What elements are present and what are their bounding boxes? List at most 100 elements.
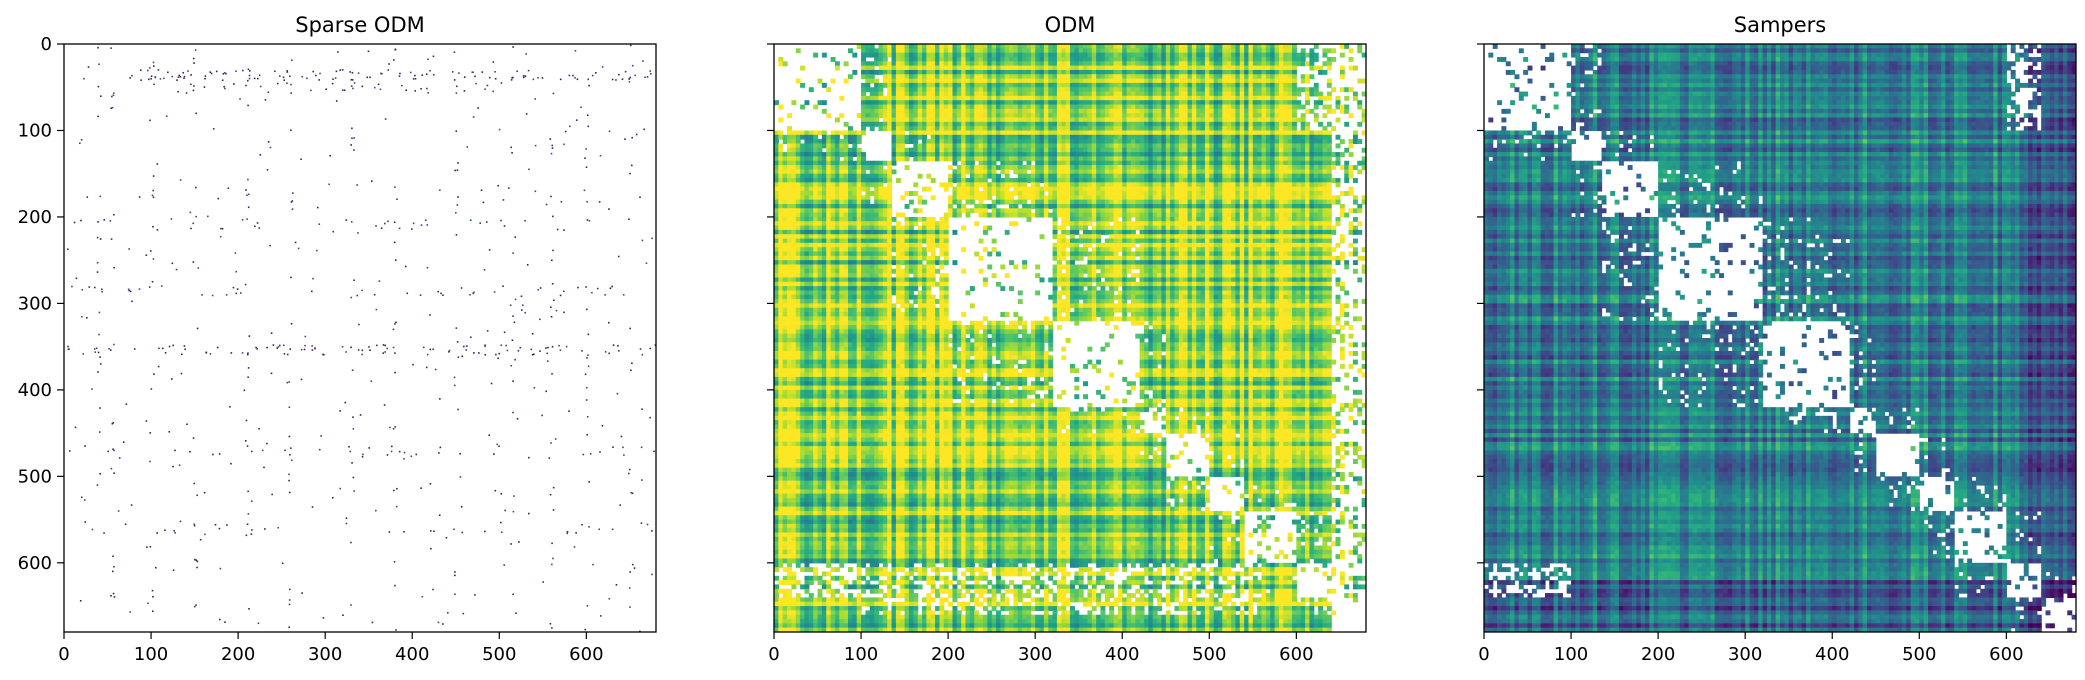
heatmap-cell xyxy=(1170,195,1176,201)
heatmap-cell xyxy=(1144,126,1149,132)
heatmap-cell xyxy=(1091,82,1097,88)
heatmap-cell xyxy=(1178,44,1184,49)
heatmap-cell xyxy=(1139,100,1145,106)
data-point xyxy=(465,349,468,351)
heatmap-cell xyxy=(917,48,923,54)
heatmap-cell xyxy=(1235,104,1241,110)
heatmap-cell xyxy=(996,191,1001,196)
data-point xyxy=(290,201,293,203)
heatmap-cell xyxy=(1074,139,1080,145)
heatmap-cell xyxy=(887,61,893,67)
heatmap-cell xyxy=(774,195,779,201)
heatmap-cell xyxy=(952,69,958,75)
heatmap-cell xyxy=(1252,178,1258,183)
heatmap-cell xyxy=(1209,56,1215,62)
heatmap-cell xyxy=(1191,186,1197,192)
heatmap-cell xyxy=(1218,147,1223,153)
heatmap-cell xyxy=(1126,126,1132,132)
heatmap-cell xyxy=(1239,152,1245,158)
heatmap-cell xyxy=(1139,82,1145,88)
heatmap-cell xyxy=(1070,191,1075,196)
heatmap-cell xyxy=(1139,139,1145,145)
heatmap-cell xyxy=(887,113,893,119)
heatmap-cell xyxy=(887,121,893,127)
data-point xyxy=(138,196,141,198)
heatmap-cell xyxy=(943,182,949,188)
heatmap-cell xyxy=(778,130,784,136)
heatmap-cell xyxy=(1213,117,1219,123)
heatmap-cell xyxy=(1022,143,1028,149)
heatmap-cell xyxy=(1183,152,1189,158)
heatmap-cell xyxy=(987,121,993,127)
data-point xyxy=(393,561,396,563)
heatmap-cell xyxy=(774,130,779,136)
heatmap-cell xyxy=(974,126,980,132)
heatmap-cell xyxy=(1104,91,1110,97)
heatmap-cell xyxy=(1022,117,1028,123)
data-point xyxy=(608,130,611,133)
data-point xyxy=(586,200,588,203)
data-point xyxy=(356,184,358,186)
heatmap-cell xyxy=(1231,186,1237,192)
heatmap-cell xyxy=(1305,100,1311,106)
heatmap-cell xyxy=(1226,130,1232,136)
heatmap-cell xyxy=(952,56,958,62)
heatmap-cell xyxy=(1083,152,1089,158)
data-point xyxy=(146,546,148,548)
heatmap-cell xyxy=(1139,91,1145,97)
heatmap-cell xyxy=(865,178,871,183)
data-point xyxy=(161,347,164,350)
heatmap-cell xyxy=(1096,117,1102,123)
heatmap-cell xyxy=(1048,108,1054,114)
data-point xyxy=(448,349,451,352)
heatmap-cell xyxy=(930,139,936,145)
heatmap-cell xyxy=(1218,74,1223,80)
heatmap-cell xyxy=(1178,195,1184,201)
heatmap-cell xyxy=(1218,61,1223,67)
heatmap-cell xyxy=(1305,152,1311,158)
heatmap-cell xyxy=(1209,121,1215,127)
heatmap-cell xyxy=(1170,147,1176,153)
heatmap-cell xyxy=(787,143,793,149)
heatmap-cell xyxy=(1117,113,1123,119)
heatmap-cell xyxy=(1213,104,1219,110)
heatmap-cell xyxy=(1100,61,1106,67)
heatmap-cell xyxy=(1091,87,1097,93)
heatmap-cell xyxy=(961,44,967,49)
heatmap-cell xyxy=(1244,91,1250,97)
heatmap-cell xyxy=(1165,74,1171,80)
heatmap-cell xyxy=(1235,74,1241,80)
heatmap-cell xyxy=(1022,195,1028,201)
heatmap-cell xyxy=(1087,56,1093,62)
heatmap-cell xyxy=(1104,169,1110,175)
heatmap-cell xyxy=(1039,69,1045,75)
heatmap-cell xyxy=(969,160,975,166)
data-point xyxy=(421,595,424,598)
heatmap-cell xyxy=(1287,44,1293,49)
heatmap-cell xyxy=(1100,121,1106,127)
y-tick-label: 300 xyxy=(18,293,52,314)
heatmap-cell xyxy=(1009,178,1015,183)
data-point xyxy=(564,130,567,133)
heatmap-cell xyxy=(1292,130,1297,136)
heatmap-cell xyxy=(800,156,806,162)
heatmap-cell xyxy=(1326,147,1332,153)
heatmap-cell xyxy=(1148,74,1154,80)
data-point xyxy=(189,451,191,453)
heatmap-cell xyxy=(908,82,914,88)
data-point xyxy=(461,531,464,534)
heatmap-cell xyxy=(1078,186,1084,192)
data-point xyxy=(453,528,455,531)
heatmap-cell xyxy=(869,191,875,196)
heatmap-cell xyxy=(943,143,949,149)
heatmap-cell xyxy=(787,195,793,201)
heatmap-cell xyxy=(1170,121,1176,127)
data-point xyxy=(110,47,112,49)
heatmap-cell xyxy=(1196,121,1202,127)
heatmap-cell xyxy=(1144,173,1149,179)
heatmap-cell xyxy=(1287,82,1293,88)
heatmap-cell xyxy=(1170,178,1176,183)
heatmap-cell xyxy=(1078,48,1084,54)
heatmap-cell xyxy=(813,147,819,153)
heatmap-cell xyxy=(987,165,993,170)
